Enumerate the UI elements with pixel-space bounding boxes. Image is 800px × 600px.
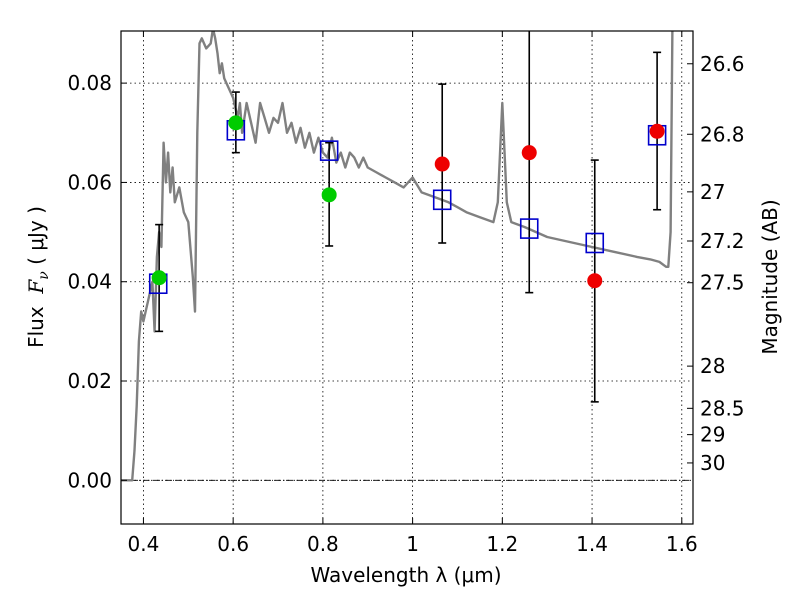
- grid: [121, 31, 693, 524]
- observed-flux-point: [521, 145, 537, 161]
- y-axis-label-right: Magnitude (AB): [758, 199, 782, 354]
- y-label-suffix: ( μJy ): [24, 206, 48, 271]
- template-spectrum: [121, 31, 674, 482]
- observed-flux-point: [321, 187, 337, 203]
- y-tick-label: 0.02: [67, 369, 112, 393]
- magnitude-tick-label: 28: [700, 354, 725, 378]
- x-tick-label: 1.2: [486, 532, 518, 556]
- x-tick-label: 0.4: [128, 532, 160, 556]
- model-photometry-square: [432, 189, 452, 211]
- x-tick-label: 0.8: [307, 532, 339, 556]
- y-tick-label: 0.08: [67, 71, 112, 95]
- magnitude-tick-label: 27.2: [700, 229, 745, 253]
- x-tick-label: 0.6: [217, 532, 249, 556]
- data-markers: [148, 115, 667, 295]
- magnitude-tick-label: 30: [700, 451, 725, 475]
- y-axis-label-left: Flux Fν ( μJy ): [24, 206, 52, 348]
- observed-flux-point: [649, 123, 665, 139]
- magnitude-tick-label: 29: [700, 423, 725, 447]
- x-axis-label: Wavelength λ (μm): [310, 563, 501, 587]
- observed-flux-point: [434, 156, 450, 172]
- y-label-subscript: ν: [36, 271, 52, 280]
- magnitude-tick-label: 28.5: [700, 396, 745, 420]
- plot-frame: [120, 30, 694, 525]
- y-tick-label: 0.00: [67, 468, 112, 492]
- magnitude-tick-label: 27.5: [700, 271, 745, 295]
- observed-flux-point: [228, 115, 244, 131]
- y-label-prefix: Flux: [24, 294, 48, 348]
- spectrum-line: [121, 31, 674, 482]
- y-tick-label: 0.06: [67, 170, 112, 194]
- y-label-symbol: F: [24, 279, 48, 295]
- plot-background: [121, 31, 693, 524]
- axis-ticks: 0.4 0.6 0.8 1 1.2 1.4 1.6 0.00 0.02 0.04 0.06 0.08 2…: [67, 31, 745, 556]
- observed-flux-point: [151, 270, 167, 286]
- model-photometry-square: [519, 218, 539, 239]
- magnitude-tick-label: 27: [700, 180, 725, 204]
- model-photometry-square: [319, 140, 339, 161]
- x-tick-label: 1.4: [576, 532, 608, 556]
- x-tick-label: 1: [406, 532, 419, 556]
- x-tick-label: 1.6: [666, 532, 698, 556]
- magnitude-tick-label: 26.6: [700, 52, 745, 76]
- y-tick-label: 0.04: [67, 270, 112, 294]
- model-photometry-square: [585, 232, 605, 254]
- observed-flux-point: [587, 273, 603, 289]
- magnitude-tick-label: 26.8: [700, 122, 745, 146]
